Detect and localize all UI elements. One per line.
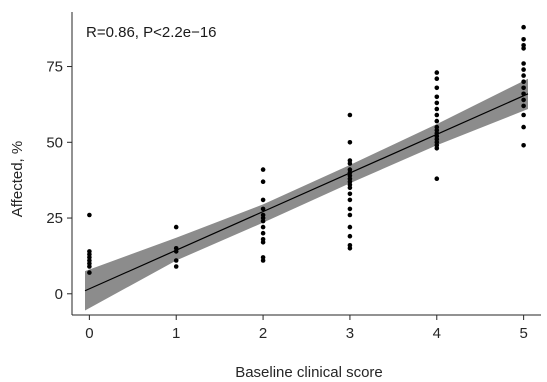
regression-line	[84, 93, 529, 292]
data-point	[434, 176, 440, 181]
data-point	[434, 94, 440, 100]
data-point	[260, 167, 266, 172]
data-point	[347, 161, 353, 166]
y-tick-label: 0	[55, 286, 63, 303]
data-point	[521, 112, 526, 118]
data-point	[347, 191, 353, 197]
data-point	[173, 258, 179, 263]
data-point	[260, 230, 266, 236]
data-point	[521, 37, 526, 42]
data-point	[347, 212, 353, 218]
axes-layer	[71, 12, 541, 316]
y-axis-title: Affected, %	[9, 141, 26, 217]
x-tick-label: 4	[433, 325, 441, 342]
data-point	[173, 249, 179, 254]
data-point	[521, 143, 526, 148]
data-point	[521, 46, 526, 51]
x-axis-title: Baseline clinical score	[235, 364, 383, 381]
data-point	[434, 85, 440, 91]
data-point	[434, 76, 440, 81]
data-point	[434, 106, 440, 112]
x-tick-label: 0	[85, 325, 93, 342]
x-tick-label: 5	[519, 325, 527, 342]
confidence-band-layer	[85, 78, 528, 311]
data-point	[521, 85, 526, 91]
confidence-band	[85, 78, 528, 311]
data-point	[521, 73, 526, 78]
x-tick-label: 1	[172, 325, 180, 342]
y-tick-label: 25	[46, 210, 63, 227]
data-point	[434, 70, 440, 75]
data-point	[347, 206, 353, 212]
data-point	[173, 224, 179, 230]
data-point	[260, 258, 266, 263]
data-point	[347, 246, 353, 251]
data-point	[347, 185, 353, 190]
data-point	[521, 24, 526, 30]
data-point	[260, 240, 266, 245]
regression-line-layer	[84, 93, 529, 292]
data-point	[260, 179, 266, 184]
data-point	[347, 233, 353, 239]
data-point	[260, 197, 266, 203]
annotation-text: R=0.86, P<2.2e−16	[86, 24, 217, 41]
points-layer	[87, 24, 526, 275]
data-point	[434, 100, 440, 106]
data-point	[347, 197, 353, 203]
data-point	[521, 79, 526, 84]
y-tick-label: 50	[46, 134, 63, 151]
data-point	[434, 112, 440, 118]
data-point	[434, 146, 440, 151]
data-point	[521, 91, 526, 97]
data-point	[347, 140, 353, 145]
data-point	[87, 212, 92, 218]
data-point	[521, 103, 526, 109]
x-tick-label: 2	[259, 325, 267, 342]
data-point	[347, 224, 353, 230]
data-point	[87, 270, 92, 275]
data-point	[434, 118, 440, 124]
data-point	[173, 264, 179, 269]
data-point	[260, 224, 266, 230]
data-point	[521, 67, 526, 72]
data-point	[521, 97, 526, 103]
data-point	[260, 218, 266, 224]
y-tick-label: 75	[46, 59, 63, 76]
data-point	[260, 206, 266, 212]
x-tick-label: 3	[346, 325, 354, 342]
data-point	[521, 124, 526, 130]
data-point	[521, 61, 526, 66]
data-point	[87, 264, 92, 269]
data-point	[347, 112, 353, 118]
